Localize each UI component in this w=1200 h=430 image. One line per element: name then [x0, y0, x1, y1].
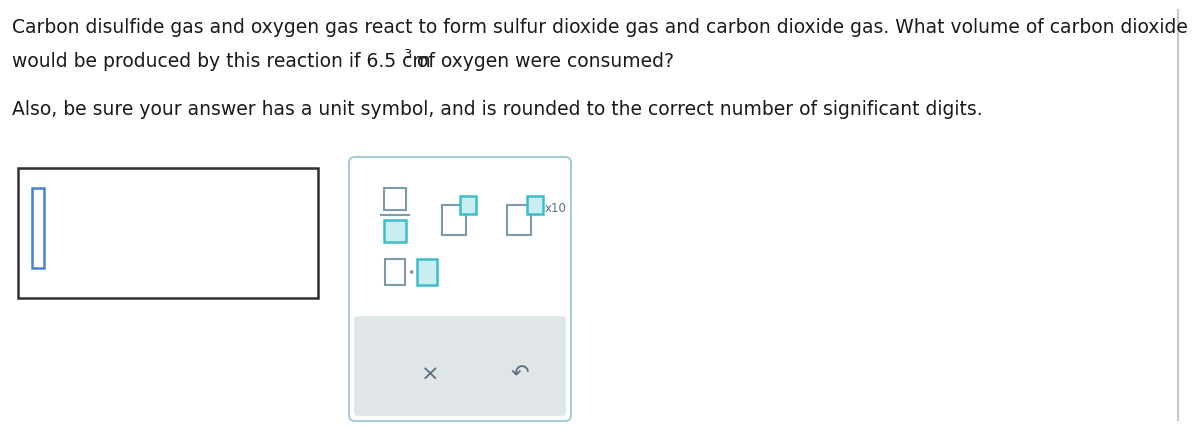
Text: ×: × — [421, 365, 439, 385]
FancyBboxPatch shape — [349, 157, 571, 421]
Bar — [442, 205, 466, 235]
Bar — [384, 220, 406, 242]
Text: of oxygen were consumed?: of oxygen were consumed? — [410, 52, 674, 71]
Bar — [508, 205, 530, 235]
Text: Carbon disulfide gas and oxygen gas react to form sulfur dioxide gas and carbon : Carbon disulfide gas and oxygen gas reac… — [12, 18, 1188, 37]
Text: Also, be sure your answer has a unit symbol, and is rounded to the correct numbe: Also, be sure your answer has a unit sym… — [12, 100, 983, 119]
Text: ↶: ↶ — [511, 365, 529, 385]
Bar — [32, 188, 44, 268]
FancyBboxPatch shape — [354, 316, 566, 416]
Bar — [384, 188, 406, 210]
Bar — [18, 168, 318, 298]
Bar — [460, 196, 476, 214]
Text: x10: x10 — [545, 202, 566, 215]
Text: would be produced by this reaction if 6.5 cm: would be produced by this reaction if 6.… — [12, 52, 431, 71]
Bar — [385, 259, 406, 285]
Text: •: • — [407, 267, 415, 280]
Bar — [418, 259, 437, 285]
Text: 3: 3 — [403, 48, 412, 61]
Bar — [527, 196, 542, 214]
